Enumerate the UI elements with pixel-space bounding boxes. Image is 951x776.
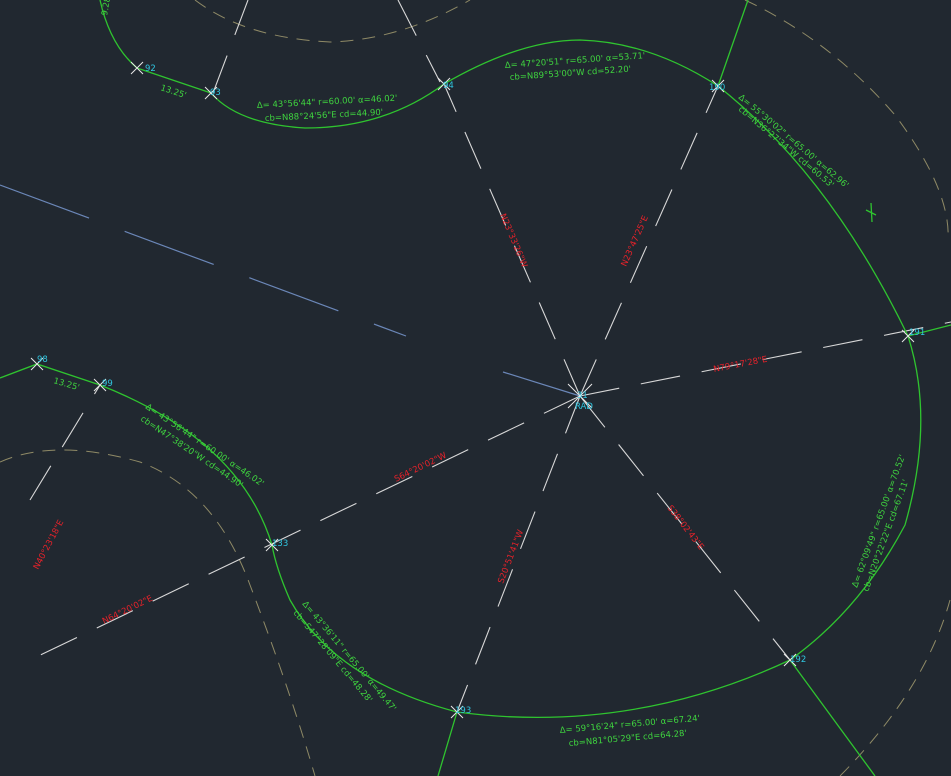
marker-center bbox=[567, 383, 593, 409]
bearing-e: N79°17'28"E bbox=[713, 355, 769, 375]
point-markers bbox=[30, 61, 915, 719]
curve-133-99-delta: Δ= 43°56'44" r=60.00' α=46.02' bbox=[143, 402, 265, 489]
marker-99 bbox=[93, 378, 107, 392]
curve-190-191 bbox=[717, 85, 909, 337]
curve-133-99 bbox=[99, 384, 273, 546]
radial-top-b bbox=[397, 0, 441, 83]
offset-arc-bottom-left bbox=[0, 449, 316, 776]
point-label-93: 93 bbox=[210, 88, 221, 98]
curve-93-94 bbox=[210, 83, 445, 129]
point-label-191: 191 bbox=[909, 328, 925, 338]
radial-to-193 bbox=[456, 395, 581, 713]
chord-92-93: 13.25' bbox=[159, 83, 187, 101]
center-number: 31 bbox=[577, 391, 588, 401]
radial-lines bbox=[29, 0, 951, 713]
marker-98 bbox=[30, 357, 44, 371]
bearing-sw: S64°20'02"W bbox=[393, 451, 449, 485]
point-label-133: 133 bbox=[272, 539, 288, 549]
point-label-192: 192 bbox=[790, 655, 806, 665]
marker-92 bbox=[130, 61, 144, 75]
point-label-94: 94 bbox=[443, 81, 454, 91]
radial-to-190 bbox=[579, 85, 719, 397]
offset-arc-right bbox=[744, 0, 949, 241]
bearing-nw: N23°33'26"W bbox=[497, 212, 529, 270]
point-label-190: 190 bbox=[709, 83, 725, 93]
line-98-99 bbox=[0, 363, 101, 386]
marker-93 bbox=[204, 86, 218, 100]
curve-193-133-delta: Δ= 43°36'11" r=65.00' α=49.47' bbox=[300, 600, 398, 714]
point-label-193: 193 bbox=[455, 706, 471, 716]
offset-arc-top-left bbox=[194, 0, 471, 43]
curve-190-191-chord: cb=N36°27'34"W cd=60.53' bbox=[736, 105, 835, 191]
line-92-93 bbox=[136, 67, 212, 94]
curve-192-193 bbox=[456, 659, 791, 718]
marker-191 bbox=[901, 329, 915, 343]
chord-98-99: 13.25' bbox=[52, 376, 80, 393]
bearing-far-left: N64°20'02"E bbox=[101, 594, 155, 627]
marker-190 bbox=[711, 79, 725, 93]
offset-arc-bottom-right bbox=[839, 599, 951, 776]
marker-193 bbox=[450, 705, 464, 719]
line-192-down bbox=[789, 659, 876, 776]
lot-line-lower bbox=[502, 371, 581, 397]
point-label-92: 92 bbox=[145, 64, 156, 74]
bearing-se: S38°02'43"E bbox=[665, 504, 706, 552]
curve-94-190 bbox=[443, 39, 719, 87]
radial-to-94 bbox=[443, 83, 581, 397]
bearing-far-left-vert: N40°23'18"E bbox=[32, 518, 67, 571]
lot-lines bbox=[0, 184, 581, 397]
line-193-down bbox=[437, 711, 458, 776]
radial-to-133 bbox=[29, 395, 581, 661]
curve-193-133-chord: cb=S47°28'09"E cd=48.28' bbox=[291, 609, 374, 705]
radial-top-a bbox=[212, 0, 249, 94]
point-label-98: 98 bbox=[37, 355, 48, 365]
point-labels: 92 93 94 190 191 192 193 133 99 98 31 RA… bbox=[37, 64, 925, 716]
curve-labels: Δ= 43°56'44" r=60.00' α=46.02' cb=N88°24… bbox=[138, 51, 911, 749]
radial-to-191 bbox=[579, 321, 951, 397]
line-190-up bbox=[717, 0, 749, 87]
chord-corner-top: 9.28' bbox=[100, 0, 114, 17]
point-label-99: 99 bbox=[102, 379, 113, 389]
lot-line-upper bbox=[0, 184, 407, 337]
curve-193-133 bbox=[271, 544, 458, 713]
curve-133-99-chord: cb=N47°38'20"W cd=44.90' bbox=[138, 414, 244, 490]
radial-to-192 bbox=[579, 395, 791, 661]
center-label: RAD bbox=[575, 402, 593, 412]
marker-192 bbox=[783, 653, 797, 667]
chord-labels: 13.25' 13.25' 9.28' bbox=[52, 0, 187, 393]
bearing-s: S20°51'41"W bbox=[496, 528, 526, 585]
bearing-ne: N23°47'25"E bbox=[620, 214, 651, 268]
radial-left-short bbox=[29, 384, 101, 501]
curve-190-191-delta: Δ= 55°30'02" r=65.00' α=62.96' bbox=[736, 93, 850, 191]
marker-133 bbox=[265, 538, 279, 552]
marker-94 bbox=[437, 77, 451, 91]
curve-191-192 bbox=[789, 335, 922, 661]
line-191-right bbox=[907, 324, 951, 337]
tick-mark bbox=[865, 202, 877, 223]
